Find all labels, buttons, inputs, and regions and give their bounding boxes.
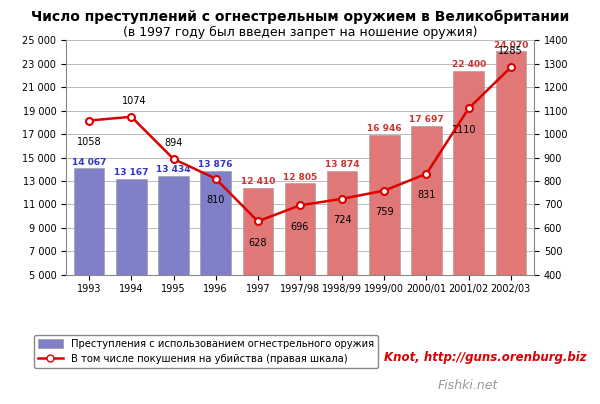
Text: 1074: 1074 <box>122 96 146 106</box>
Text: Fishki.net: Fishki.net <box>438 379 498 392</box>
Text: 17 697: 17 697 <box>409 115 444 124</box>
Text: 759: 759 <box>375 207 394 217</box>
Text: 1058: 1058 <box>77 137 101 147</box>
Text: (в 1997 году был введен запрет на ношение оружия): (в 1997 году был введен запрет на ношени… <box>123 26 477 39</box>
Bar <box>369 135 400 333</box>
Text: 894: 894 <box>164 138 183 148</box>
Bar <box>454 71 484 333</box>
Text: 24 070: 24 070 <box>494 40 528 50</box>
Text: 12 805: 12 805 <box>283 173 317 181</box>
Bar <box>116 179 146 333</box>
Text: 12 410: 12 410 <box>241 177 275 186</box>
Text: 724: 724 <box>333 215 352 225</box>
Text: 1110: 1110 <box>452 125 477 135</box>
Text: 16 946: 16 946 <box>367 124 401 133</box>
Bar <box>496 51 526 333</box>
Text: 13 167: 13 167 <box>114 168 149 177</box>
Text: 810: 810 <box>206 195 225 205</box>
Legend: Преступления с использованием огнестрельного оружия, В том числе покушения на уб: Преступления с использованием огнестрель… <box>34 335 377 368</box>
Bar <box>412 126 442 333</box>
Text: 1285: 1285 <box>499 46 523 56</box>
Bar <box>242 188 273 333</box>
Text: Число преступлений с огнестрельным оружием в Великобритании: Число преступлений с огнестрельным оружи… <box>31 10 569 24</box>
Bar <box>74 168 104 333</box>
Text: 696: 696 <box>291 222 309 232</box>
Bar <box>158 176 188 333</box>
Bar <box>327 171 358 333</box>
Text: 13 434: 13 434 <box>156 165 191 174</box>
Text: 13 876: 13 876 <box>199 160 233 169</box>
Bar <box>285 183 315 333</box>
Text: Knot, http://guns.orenburg.biz: Knot, http://guns.orenburg.biz <box>384 351 587 364</box>
Text: 13 874: 13 874 <box>325 160 359 169</box>
Text: 22 400: 22 400 <box>452 60 486 69</box>
Text: 831: 831 <box>417 190 436 200</box>
Text: 14 067: 14 067 <box>72 158 106 167</box>
Bar <box>200 171 231 333</box>
Text: 628: 628 <box>248 238 267 248</box>
